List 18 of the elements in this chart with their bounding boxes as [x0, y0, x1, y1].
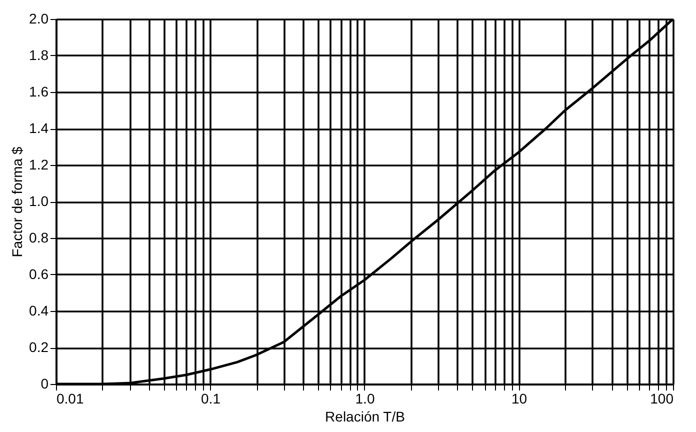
- y-tick-label: 1.0: [29, 193, 49, 209]
- y-tick-label: 0.2: [29, 339, 49, 355]
- y-tick-label: 0.8: [29, 230, 49, 246]
- y-tick-label: 0.6: [29, 266, 49, 282]
- y-tick-label: 1.4: [29, 120, 49, 136]
- x-tick-label: 1.0: [355, 390, 375, 406]
- y-axis-title: Factor de forma $: [9, 146, 26, 258]
- x-tick-label: 0.1: [201, 390, 221, 406]
- x-tick-label: 100: [650, 390, 674, 406]
- x-axis-title: Relación T/B: [325, 408, 405, 424]
- y-tick-label: 2.0: [29, 10, 49, 26]
- y-tick-label: 1.6: [29, 84, 49, 100]
- x-tick-label: 0.01: [56, 390, 84, 406]
- y-tick-label: 1.8: [29, 47, 49, 63]
- y-tick-label: 1.2: [29, 156, 49, 172]
- y-tick-label: 0.4: [29, 302, 49, 318]
- x-tick-label: 10: [511, 390, 528, 406]
- y-tick-label: 0: [40, 376, 49, 392]
